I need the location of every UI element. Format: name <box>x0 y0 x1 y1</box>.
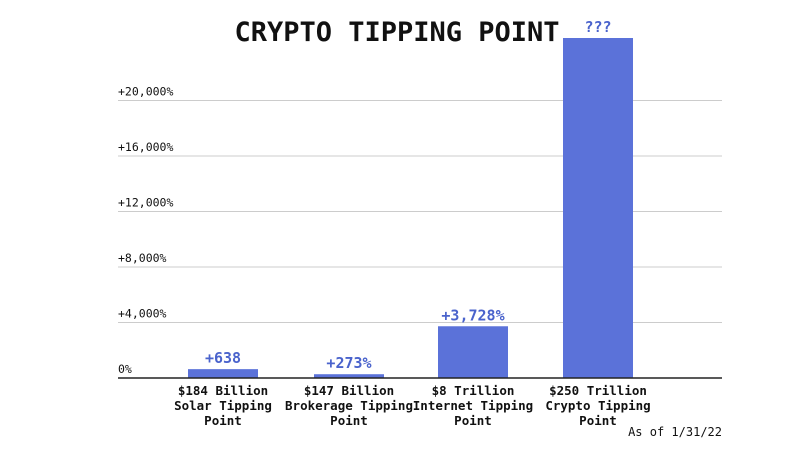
x-category-label: $8 Trillion <box>432 383 515 398</box>
x-category-label: Point <box>454 413 492 428</box>
x-category-label: Point <box>579 413 617 428</box>
data-labels: +638 +273% +3,728%??? <box>205 18 612 372</box>
data-label: +3,728% <box>441 306 504 324</box>
x-category-label: $184 Billion <box>178 383 268 398</box>
data-label: +273% <box>326 354 371 372</box>
y-axis-tick-labels: 0% +4,000% +8,000% +12,000% +16,000% +20,000% <box>118 84 173 376</box>
x-category-label: $250 Trillion <box>549 383 647 398</box>
x-category-label: Solar Tipping <box>174 398 272 413</box>
x-category-label: Point <box>204 413 242 428</box>
x-category-label: $147 Billion <box>304 383 394 398</box>
data-label: +638 <box>205 349 241 367</box>
data-label: ??? <box>584 18 611 36</box>
chart-title: CRYPTO TIPPING POINT <box>234 17 559 48</box>
x-category-label: Internet Tipping <box>413 398 533 413</box>
as-of-note: As of 1/31/22 <box>628 425 722 439</box>
y-tick-label: +12,000% <box>118 195 173 209</box>
bars <box>188 38 633 378</box>
y-tick-label: +8,000% <box>118 251 167 265</box>
y-tick-label: +4,000% <box>118 306 167 320</box>
bar <box>563 38 633 378</box>
y-tick-label: +16,000% <box>118 140 173 154</box>
y-tick-label: +20,000% <box>118 84 173 98</box>
x-category-label: Crypto Tipping <box>545 398 650 413</box>
bar <box>438 326 508 378</box>
bar <box>314 374 384 378</box>
y-tick-label: 0% <box>118 362 132 376</box>
x-category-label: Point <box>330 413 368 428</box>
bar <box>188 369 258 378</box>
x-category-label: Brokerage Tipping <box>285 398 413 413</box>
